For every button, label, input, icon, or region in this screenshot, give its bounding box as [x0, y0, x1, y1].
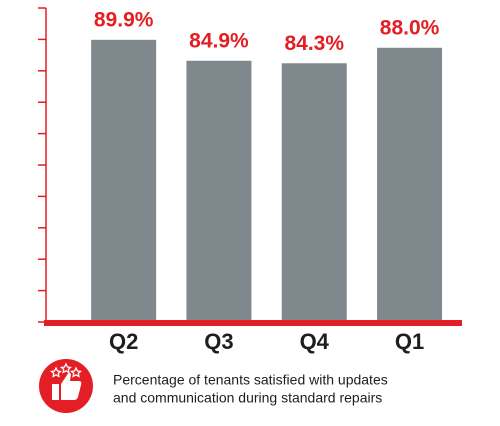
x-tick-label: Q4 [300, 329, 330, 354]
bar [377, 47, 443, 322]
value-label: 89.9% [94, 8, 154, 31]
thumbs-up-icon [39, 359, 93, 413]
value-label: 84.3% [284, 32, 344, 55]
bar [91, 39, 157, 323]
value-label: 88.0% [380, 16, 440, 39]
bar [186, 60, 252, 322]
x-tick-label: Q3 [204, 329, 233, 354]
x-tick-label: Q1 [395, 329, 424, 354]
baseline [44, 320, 462, 326]
bar [281, 63, 347, 322]
x-tick-label: Q2 [109, 329, 138, 354]
caption-line: and communication during standard repair… [113, 390, 382, 406]
caption-line: Percentage of tenants satisfied with upd… [113, 372, 388, 388]
value-label: 84.9% [189, 29, 249, 52]
